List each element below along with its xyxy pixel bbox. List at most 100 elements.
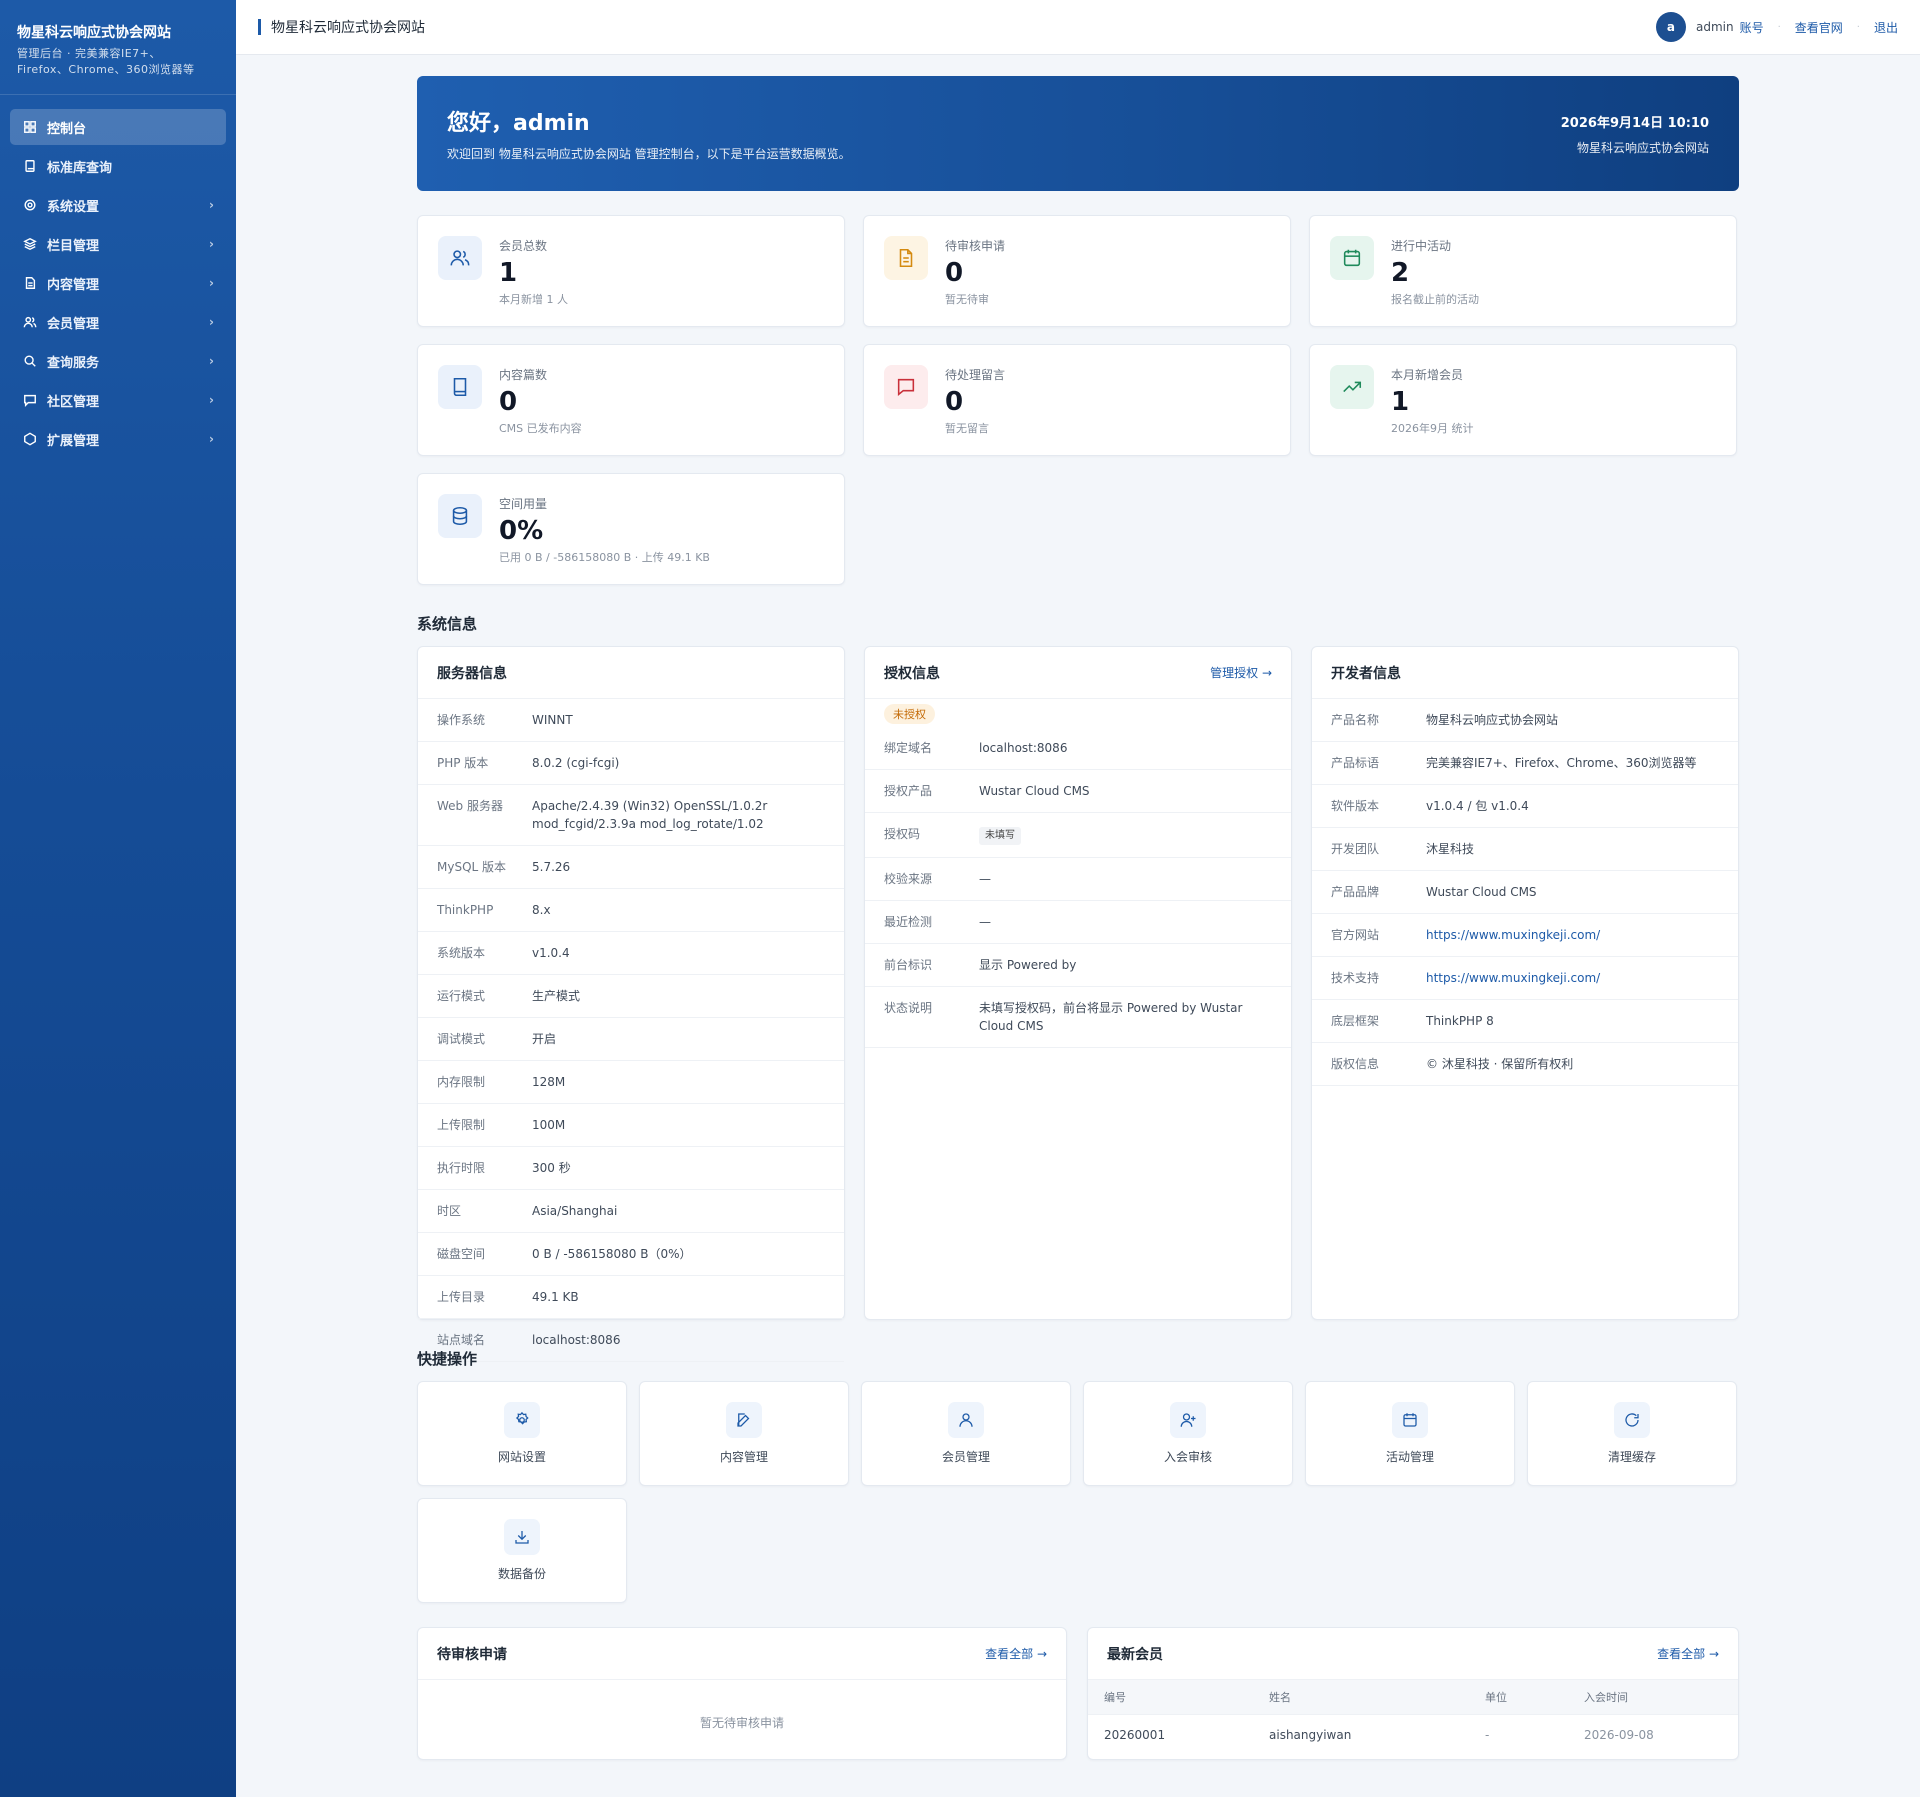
info-link[interactable]: https://www.muxingkeji.com/ <box>1426 928 1601 942</box>
card-header: 最新会员 查看全部 → <box>1088 1628 1738 1680</box>
stat-value: 0 <box>499 387 518 417</box>
stat-desc: 报名截止前的活动 <box>1391 293 1479 306</box>
info-row: 上传限制 100M <box>418 1104 844 1147</box>
info-row: 磁盘空间 0 B / -586158080 B（0%） <box>418 1233 844 1276</box>
info-row: 底层框架 ThinkPHP 8 <box>1312 1000 1738 1043</box>
info-key: Web 服务器 <box>437 799 503 813</box>
topbar: 物星科云响应式协会网站 a admin 账号 · 查看官网 · 退出 <box>236 0 1920 55</box>
quick-content-management-button[interactable]: 内容管理 <box>639 1381 849 1486</box>
stat-label: 会员总数 <box>499 239 548 253</box>
stat-body: 本月新增会员 1 2026年9月 统计 <box>1391 365 1474 435</box>
chevron-right-icon: › <box>209 354 214 368</box>
brand-subtitle-line-2: Firefox、Chrome、360浏览器等 <box>17 63 195 76</box>
info-value: © 沐星科技 · 保留所有权利 <box>1426 1057 1574 1071</box>
info-key: 授权产品 <box>884 784 933 798</box>
info-row: 运行模式 生产模式 <box>418 975 844 1018</box>
stat-desc: 暂无待审 <box>945 293 989 306</box>
quick-event-management-button[interactable]: 活动管理 <box>1305 1381 1515 1486</box>
column-header: 入会时间 <box>1568 1680 1738 1715</box>
info-row: 版权信息 © 沐星科技 · 保留所有权利 <box>1312 1043 1738 1086</box>
topbar-accent-bar <box>258 19 261 35</box>
sidebar-item-standards-query[interactable]: 标准库查询 <box>10 148 226 184</box>
stat-label: 本月新增会员 <box>1391 368 1464 382</box>
brand-subtitle-line-1: 管理后台 · 完美兼容IE7+、 <box>17 47 161 60</box>
info-key: 时区 <box>437 1204 462 1218</box>
book-icon <box>22 158 38 174</box>
developer-info-list: 产品名称 物星科云响应式协会网站 产品标语 完美兼容IE7+、Firefox、Chro… <box>1312 699 1738 1086</box>
separator: · <box>1777 21 1781 33</box>
card-title: 开发者信息 <box>1331 665 1401 682</box>
user-icon <box>948 1402 984 1438</box>
info-key: 产品品牌 <box>1331 885 1380 899</box>
info-value: Wustar Cloud CMS <box>1426 885 1537 899</box>
member-unit: - <box>1485 1728 1490 1743</box>
view-all-pending-link[interactable]: 查看全部 → <box>985 1647 1047 1661</box>
sidebar-item-query-service[interactable]: 查询服务 › <box>10 343 226 379</box>
sidebar-item-label: 社区管理 <box>47 394 100 410</box>
info-row: Web 服务器 Apache/2.4.39 (Win32) OpenSSL/1.0… <box>418 785 844 846</box>
sidebar-item-system-settings[interactable]: 系统设置 › <box>10 187 226 223</box>
quick-clear-cache-button[interactable]: 清理缓存 <box>1527 1381 1737 1486</box>
sidebar-item-member-management[interactable]: 会员管理 › <box>10 304 226 340</box>
info-row: PHP 版本 8.0.2 (cgi-fcgi) <box>418 742 844 785</box>
info-key: 状态说明 <box>884 1001 933 1015</box>
welcome-left: 您好，admin 欢迎回到 物星科云响应式协会网站 管理控制台，以下是平台运营数… <box>447 105 851 162</box>
sidebar-item-label: 系统设置 <box>47 199 100 215</box>
info-key: ThinkPHP <box>437 903 494 917</box>
gear-icon <box>504 1402 540 1438</box>
stat-value: 1 <box>499 258 518 288</box>
separator: · <box>1856 21 1860 33</box>
quick-action-label: 入会审核 <box>1163 1450 1212 1464</box>
table-row[interactable]: 20260001 aishangyiwan - 2026-09-08 <box>1088 1714 1738 1756</box>
stat-body: 空间用量 0% 已用 0 B / -586158080 B · 上传 49.1 … <box>499 494 710 564</box>
info-key: 版权信息 <box>1331 1057 1380 1071</box>
sidebar-item-column-management[interactable]: 栏目管理 › <box>10 226 226 262</box>
user-plus-icon <box>1170 1402 1206 1438</box>
info-key: 调试模式 <box>437 1032 486 1046</box>
info-key: 产品标语 <box>1331 756 1380 770</box>
info-value: Apache/2.4.39 (Win32) OpenSSL/1.0.2r mod… <box>532 799 768 831</box>
sidebar-item-dashboard[interactable]: 控制台 <box>10 109 226 145</box>
current-date: 2026年9月14日 10:10 <box>1560 115 1709 131</box>
info-value: 沐星科技 <box>1426 842 1475 856</box>
username: admin <box>1695 20 1734 34</box>
logout-link[interactable]: 退出 <box>1873 20 1898 35</box>
account-link[interactable]: 账号 <box>1739 20 1764 35</box>
avatar[interactable]: a <box>1655 12 1686 42</box>
info-value: 未填写授权码，前台将显示 Powered by Wustar Cloud CMS <box>979 1001 1243 1033</box>
sidebar-item-label: 控制台 <box>47 121 87 137</box>
info-value: Asia/Shanghai <box>532 1204 618 1218</box>
info-key: 产品名称 <box>1331 713 1380 727</box>
sidebar-nav: 控制台 标准库查询 系统设置 › 栏目管理 › 内容管理 › 会员管理 › <box>0 95 236 474</box>
manage-license-link[interactable]: 管理授权 → <box>1210 666 1272 680</box>
sidebar-item-extension-management[interactable]: 扩展管理 › <box>10 421 226 457</box>
stat-card-storage-usage: 空间用量 0% 已用 0 B / -586158080 B · 上传 49.1 … <box>417 473 845 585</box>
info-key: 前台标识 <box>884 958 933 972</box>
view-all-members-link[interactable]: 查看全部 → <box>1657 1647 1719 1661</box>
chevron-right-icon: › <box>209 315 214 329</box>
info-value: 未填写 <box>979 825 1272 845</box>
info-row: 技术支持 https://www.muxingkeji.com/ <box>1312 957 1738 1000</box>
main-content: 您好，admin 欢迎回到 物星科云响应式协会网站 管理控制台，以下是平台运营数… <box>417 76 1739 1760</box>
info-link[interactable]: https://www.muxingkeji.com/ <box>1426 971 1601 985</box>
info-key: 官方网站 <box>1331 928 1380 942</box>
info-row: 调试模式 开启 <box>418 1018 844 1061</box>
brand-title: 物星科云响应式协会网站 <box>17 25 171 41</box>
sidebar-item-community-management[interactable]: 社区管理 › <box>10 382 226 418</box>
info-value: — <box>979 872 991 886</box>
quick-site-settings-button[interactable]: 网站设置 <box>417 1381 627 1486</box>
stat-card-new-members: 本月新增会员 1 2026年9月 统计 <box>1309 344 1737 456</box>
info-value: 49.1 KB <box>532 1290 579 1304</box>
quick-membership-review-button[interactable]: 入会审核 <box>1083 1381 1293 1486</box>
info-key: 上传目录 <box>437 1290 486 1304</box>
info-value: 开启 <box>532 1032 557 1046</box>
welcome-subtitle: 欢迎回到 物星科云响应式协会网站 管理控制台，以下是平台运营数据概览。 <box>447 147 851 161</box>
view-site-link[interactable]: 查看官网 <box>1794 20 1843 35</box>
developer-info-card: 开发者信息 产品名称 物星科云响应式协会网站 产品标语 完美兼容IE7+、Firefo… <box>1311 646 1739 1320</box>
database-icon <box>438 494 482 538</box>
quick-member-management-button[interactable]: 会员管理 <box>861 1381 1071 1486</box>
info-row: 校验来源 — <box>865 858 1291 901</box>
stat-card-content-count: 内容篇数 0 CMS 已发布内容 <box>417 344 845 456</box>
quick-data-backup-button[interactable]: 数据备份 <box>417 1498 627 1603</box>
sidebar-item-content-management[interactable]: 内容管理 › <box>10 265 226 301</box>
